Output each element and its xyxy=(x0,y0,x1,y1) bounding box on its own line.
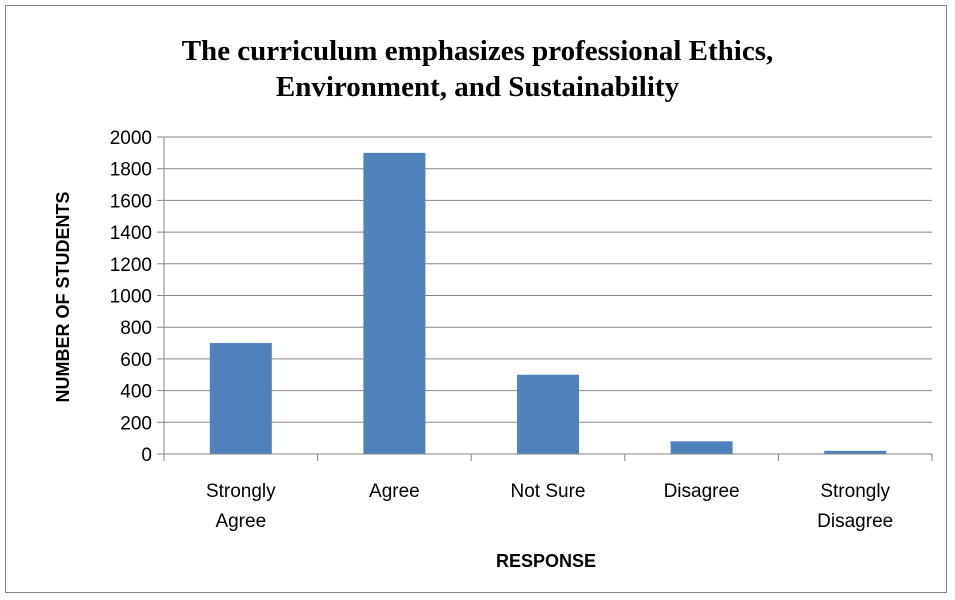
x-tick-label: Not Sure xyxy=(511,481,586,502)
bar xyxy=(824,450,887,454)
y-axis-title: NUMBER OF STUDENTS xyxy=(53,192,73,403)
y-tick-label: 800 xyxy=(120,318,152,339)
chart-frame xyxy=(5,5,947,593)
tick-labels: 0 200 400 600 800 1000 1200 1400 1600 1800 2000 Str… xyxy=(110,128,894,532)
x-tick-label: Strongly xyxy=(820,481,890,502)
y-tick-label: 1600 xyxy=(110,191,152,212)
bars xyxy=(209,152,887,454)
y-tick-label: 0 xyxy=(141,445,152,466)
x-tick-label: Agree xyxy=(369,481,420,502)
y-tick-label: 1200 xyxy=(110,255,152,276)
chart-title: The curriculum emphasizes professional E… xyxy=(0,33,955,105)
gridlines xyxy=(164,136,932,423)
y-tick-label: 1000 xyxy=(110,287,152,308)
y-tick-label: 1400 xyxy=(110,223,152,244)
bar xyxy=(517,374,579,454)
y-tick-label: 400 xyxy=(120,382,152,403)
y-tick-label: 2000 xyxy=(110,128,152,149)
x-axis-title: RESPONSE xyxy=(496,551,596,571)
x-tick-label: Disagree xyxy=(817,511,893,532)
bar xyxy=(363,152,426,454)
axes xyxy=(157,136,933,461)
chart-title-line-2: Environment, and Sustainability xyxy=(275,71,680,103)
x-tick-label: Strongly xyxy=(206,481,276,502)
bar xyxy=(209,343,272,454)
chart-title-line-1: The curriculum emphasizes professional E… xyxy=(181,35,774,67)
y-tick-label: 200 xyxy=(120,413,152,434)
x-tick-label: Agree xyxy=(215,511,266,532)
y-tick-label: 600 xyxy=(120,350,152,371)
bar xyxy=(670,441,733,454)
y-tick-label: 1800 xyxy=(110,160,152,181)
x-tick-label: Disagree xyxy=(664,481,740,502)
